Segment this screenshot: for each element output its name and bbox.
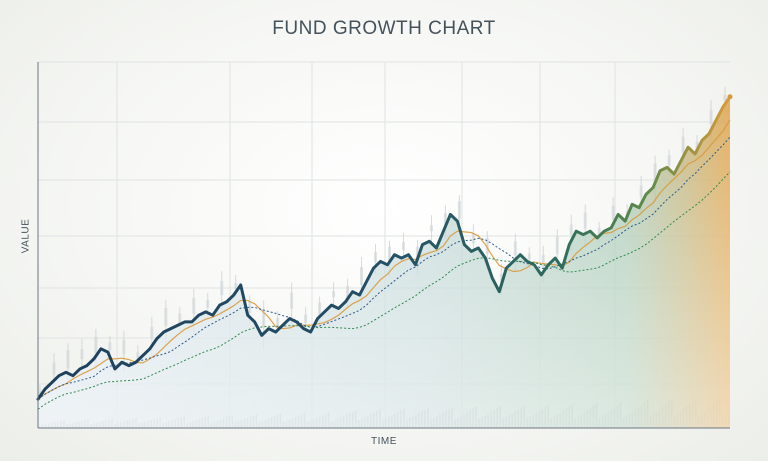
candlestick-body — [304, 314, 308, 323]
candlestick-body — [429, 225, 433, 232]
area-layer — [38, 96, 730, 429]
candlestick-body — [527, 253, 531, 260]
candlestick-body — [66, 350, 70, 369]
candlestick-body — [583, 212, 587, 229]
candlestick-body — [415, 246, 419, 261]
candlestick-body — [653, 163, 657, 182]
moving-average-mid-line — [37, 136, 731, 400]
candlestick-body — [248, 301, 252, 314]
candlestick-body — [695, 141, 699, 150]
candlestick-body — [220, 281, 224, 296]
axis-layer — [37, 62, 730, 429]
candlestick-body — [443, 213, 447, 226]
candlestick-body — [178, 313, 182, 324]
chart-title: FUND GROWTH CHART — [272, 18, 496, 39]
candlestick-body — [346, 285, 350, 298]
candlestick-body — [709, 109, 713, 124]
candlestick-body — [192, 297, 196, 314]
candlestick-body — [122, 340, 126, 355]
candlestick-body — [234, 283, 238, 290]
candlestick-body — [360, 267, 364, 286]
candlestick-body — [150, 326, 154, 339]
moving-average-layer — [37, 119, 731, 410]
candlestick-body — [723, 94, 727, 101]
candlestick-body — [499, 273, 503, 282]
candlestick-body — [332, 291, 336, 298]
candlestick-body — [94, 336, 98, 353]
candlestick-body — [541, 254, 545, 267]
area-fade — [38, 96, 730, 429]
candlestick-body — [611, 205, 615, 220]
candlestick-body — [387, 246, 391, 263]
candlestick-body — [80, 348, 84, 359]
candlestick-body — [639, 185, 643, 198]
last-point-marker — [727, 94, 733, 100]
candlestick-body — [555, 236, 559, 255]
candlestick-body — [597, 227, 601, 236]
candlestick-body — [513, 241, 517, 256]
candlestick-body — [667, 155, 671, 166]
candlestick-body — [290, 292, 294, 309]
line-layer — [36, 94, 733, 401]
candlestick-body — [457, 201, 461, 220]
candlestick-body — [276, 318, 280, 328]
candlestick-body — [401, 242, 405, 251]
candlestick-body — [108, 342, 112, 351]
candlestick-body — [471, 233, 475, 244]
candlestick-body — [52, 362, 56, 375]
candlestick-body — [374, 252, 378, 263]
candlestick-body — [262, 309, 266, 328]
candlestick-layer — [38, 86, 727, 402]
candlestick-body — [681, 136, 685, 153]
candlestick-body — [206, 299, 210, 308]
candlestick-body — [318, 302, 322, 317]
fund-value-line — [36, 95, 732, 401]
candlestick-body — [136, 352, 140, 359]
candlestick-body — [569, 224, 573, 235]
candlestick-body — [164, 308, 168, 326]
x-axis-label: TIME — [371, 436, 397, 447]
candlestick-body — [485, 238, 489, 255]
